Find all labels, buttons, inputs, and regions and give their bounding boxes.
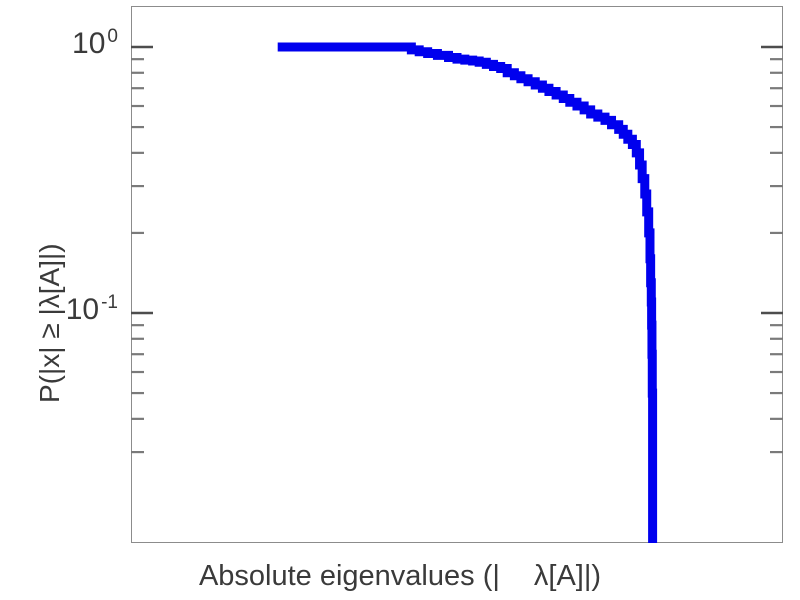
y-tick-label-1e-1: 10 -1 — [0, 292, 118, 326]
y-axis-label: P(|x| ≥ |λ[A]|) — [34, 242, 65, 403]
x-axis-label-before: Absolute eigenvalues (| — [198, 560, 500, 592]
y-axis-major-ticks — [131, 45, 783, 315]
y-tick-exponent: 0 — [107, 26, 118, 47]
y-axis-minor-ticks — [131, 58, 783, 454]
data-series-group — [277, 42, 658, 543]
y-tick-mantissa: 10 — [65, 293, 100, 326]
y-tick-exponent: -1 — [101, 292, 118, 313]
x-axis-label: Absolute eigenvalues (| λ[A]|) — [0, 562, 800, 591]
y-tick-mantissa: 10 — [72, 27, 106, 60]
plot-axes-frame — [131, 6, 783, 543]
y-tick-label-1e0: 10 0 — [0, 26, 118, 60]
x-axis-label-after: λ[A]|) — [533, 560, 602, 592]
